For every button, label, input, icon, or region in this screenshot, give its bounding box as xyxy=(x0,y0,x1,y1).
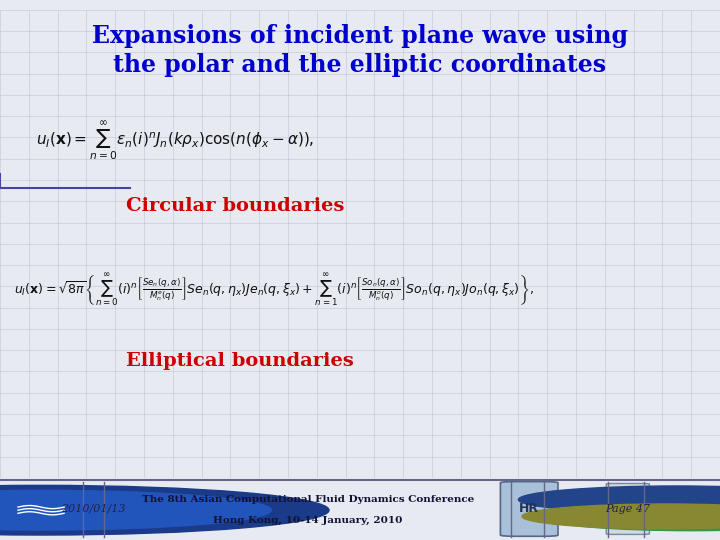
FancyBboxPatch shape xyxy=(500,482,558,536)
Circle shape xyxy=(518,486,720,514)
Circle shape xyxy=(547,506,720,531)
Circle shape xyxy=(0,490,271,530)
Text: Elliptical boundaries: Elliptical boundaries xyxy=(126,352,354,370)
Text: The 8th Asian Computational Fluid Dynamics Conference: The 8th Asian Computational Fluid Dynami… xyxy=(142,495,474,504)
Text: $u_I(\mathbf{x}) = \sqrt{8\pi}\left\{\sum_{n=0}^{\infty}(i)^n\left[\frac{Se_n(q,: $u_I(\mathbf{x}) = \sqrt{8\pi}\left\{\su… xyxy=(14,272,535,309)
Text: Expansions of incident plane wave using
the polar and the elliptic coordinates: Expansions of incident plane wave using … xyxy=(92,24,628,77)
Text: Circular boundaries: Circular boundaries xyxy=(126,197,344,215)
Text: Page 47: Page 47 xyxy=(606,504,650,514)
Circle shape xyxy=(522,504,720,529)
FancyBboxPatch shape xyxy=(606,483,649,535)
Text: Hong Kong, 10-14 January, 2010: Hong Kong, 10-14 January, 2010 xyxy=(213,516,403,525)
Text: HR: HR xyxy=(519,502,539,516)
Circle shape xyxy=(0,485,329,535)
Text: 2010/01/13: 2010/01/13 xyxy=(61,504,126,514)
Text: $u_I(\mathbf{x}) = \sum_{n=0}^{\infty} \varepsilon_n(i)^n J_n(k\rho_x)\cos(n(\ph: $u_I(\mathbf{x}) = \sum_{n=0}^{\infty} \… xyxy=(36,119,315,163)
